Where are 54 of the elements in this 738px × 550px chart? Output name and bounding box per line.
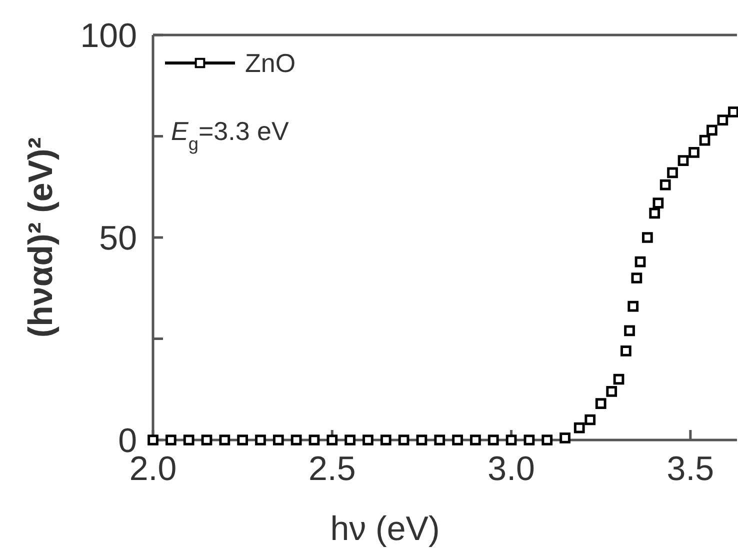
point bbox=[344, 434, 356, 446]
point bbox=[362, 434, 374, 446]
point bbox=[434, 434, 446, 446]
point bbox=[620, 345, 632, 356]
point bbox=[201, 434, 212, 446]
x-tick-label: 3.0 bbox=[488, 450, 535, 488]
point bbox=[524, 434, 535, 446]
point bbox=[678, 155, 689, 166]
point bbox=[255, 434, 266, 446]
y-tick-label: 50 bbox=[99, 219, 137, 258]
point bbox=[398, 434, 410, 446]
x-tick-label: 3.5 bbox=[666, 450, 714, 488]
point bbox=[634, 256, 646, 268]
point bbox=[624, 325, 635, 336]
point bbox=[699, 134, 710, 146]
point bbox=[488, 434, 499, 446]
point bbox=[628, 300, 639, 312]
y-tick-label: 100 bbox=[80, 16, 137, 55]
point bbox=[613, 374, 624, 385]
point bbox=[416, 434, 428, 446]
point bbox=[165, 434, 176, 446]
point bbox=[728, 106, 738, 118]
point bbox=[452, 434, 463, 446]
point bbox=[606, 386, 618, 397]
point bbox=[574, 422, 585, 434]
point bbox=[237, 434, 248, 446]
point bbox=[717, 114, 728, 126]
point bbox=[560, 432, 570, 444]
point bbox=[688, 147, 700, 158]
point bbox=[326, 434, 338, 446]
point bbox=[183, 434, 194, 446]
point bbox=[148, 434, 158, 446]
point bbox=[584, 414, 596, 426]
point bbox=[660, 179, 671, 190]
x-axis-title: hν (eV) bbox=[330, 510, 440, 548]
point bbox=[631, 272, 642, 284]
point bbox=[272, 434, 284, 446]
point bbox=[380, 434, 392, 446]
x-tick-label: 2.5 bbox=[308, 450, 356, 488]
point bbox=[290, 434, 302, 446]
point bbox=[542, 434, 553, 446]
point bbox=[595, 398, 606, 409]
point bbox=[667, 167, 678, 178]
point bbox=[642, 232, 653, 243]
y-axis-title: (hναd)² (eV)² bbox=[22, 137, 60, 338]
legend-label: ZnO bbox=[245, 48, 296, 78]
annotation: E$_{g}$=3.3 eV bbox=[171, 116, 290, 154]
point bbox=[470, 434, 481, 446]
point bbox=[652, 198, 664, 209]
point bbox=[506, 434, 517, 446]
point bbox=[219, 434, 230, 446]
point bbox=[308, 434, 320, 446]
point bbox=[706, 124, 718, 136]
point bbox=[649, 208, 660, 219]
